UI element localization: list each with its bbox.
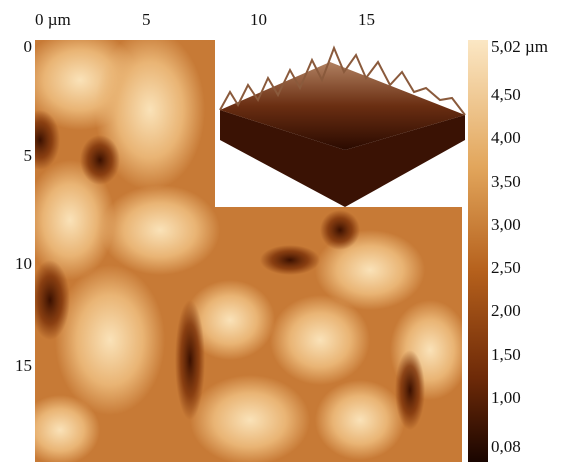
y-axis-label: 10: [15, 254, 32, 273]
colorbar-label: 0,08: [491, 437, 521, 456]
x-axis-label: 10: [250, 10, 267, 29]
colorbar-label: 1,50: [491, 345, 521, 364]
x-axis-label: 5: [142, 10, 151, 29]
x-axis-label: 0 µm: [35, 10, 71, 29]
y-axis-label: 15: [15, 356, 32, 375]
x-axis-label: 15: [358, 10, 375, 29]
colorbar-label: 5,02 µm: [491, 37, 548, 56]
afm-figure: 0 µm 5 10 15 0 5 10 15 5,02 µm 4,50 4,00 3,50 3,00 2,…: [0, 0, 569, 465]
colorbar-label: 1,00: [491, 388, 521, 407]
y-axis-label: 0: [24, 37, 33, 56]
colorbar-label: 4,50: [491, 85, 521, 104]
colorbar-label: 3,50: [491, 172, 521, 191]
colorbar: [468, 40, 488, 462]
colorbar-label: 2,50: [491, 258, 521, 277]
colorbar-label: 4,00: [491, 128, 521, 147]
colorbar-label: 2,00: [491, 301, 521, 320]
inset-3d: [215, 40, 465, 207]
y-axis-label: 5: [24, 146, 33, 165]
colorbar-label: 3,00: [491, 215, 521, 234]
